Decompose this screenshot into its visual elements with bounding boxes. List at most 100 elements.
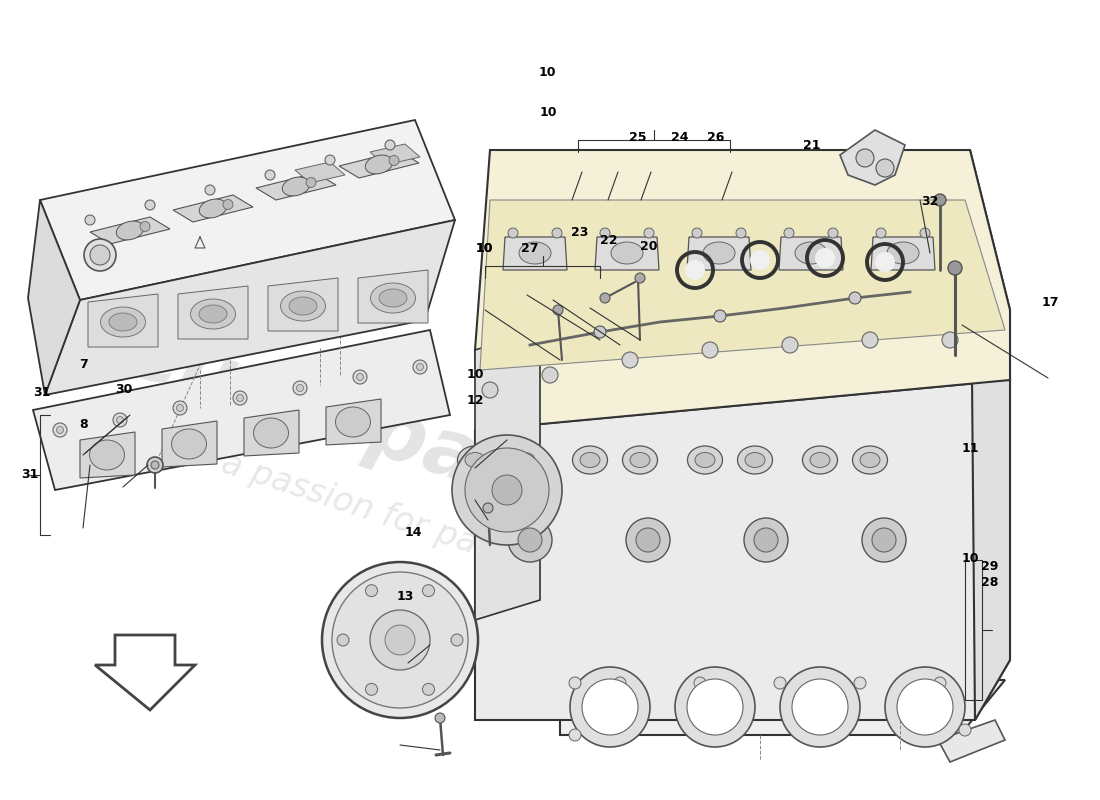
Text: 10: 10	[539, 66, 557, 78]
Circle shape	[854, 677, 866, 689]
Circle shape	[828, 228, 838, 238]
Polygon shape	[244, 410, 299, 456]
Text: 20: 20	[640, 240, 658, 253]
Circle shape	[886, 667, 965, 747]
Circle shape	[784, 228, 794, 238]
Text: 32: 32	[921, 195, 938, 208]
Text: 13: 13	[396, 590, 414, 602]
Polygon shape	[970, 150, 1010, 720]
Circle shape	[862, 332, 878, 348]
Text: 10: 10	[466, 368, 484, 381]
Ellipse shape	[109, 313, 138, 331]
Text: 24: 24	[671, 131, 689, 144]
Polygon shape	[503, 237, 566, 270]
Circle shape	[356, 374, 363, 381]
Circle shape	[750, 250, 770, 270]
Polygon shape	[173, 195, 253, 222]
Ellipse shape	[190, 299, 235, 329]
Ellipse shape	[89, 440, 124, 470]
Polygon shape	[80, 432, 135, 478]
Circle shape	[744, 518, 788, 562]
Circle shape	[205, 185, 214, 195]
Circle shape	[365, 585, 377, 597]
Ellipse shape	[172, 429, 207, 459]
Text: 8: 8	[79, 418, 88, 430]
Circle shape	[353, 370, 367, 384]
Circle shape	[942, 332, 958, 348]
Circle shape	[332, 572, 468, 708]
Circle shape	[815, 248, 835, 268]
Circle shape	[636, 528, 660, 552]
Circle shape	[337, 634, 349, 646]
Circle shape	[434, 713, 446, 723]
Text: 10: 10	[961, 552, 979, 565]
Ellipse shape	[199, 305, 227, 323]
Ellipse shape	[465, 453, 485, 467]
Ellipse shape	[745, 453, 764, 467]
Circle shape	[84, 239, 116, 271]
Polygon shape	[871, 237, 935, 270]
Circle shape	[874, 252, 895, 272]
Text: 30: 30	[116, 383, 133, 396]
Ellipse shape	[860, 453, 880, 467]
Circle shape	[53, 423, 67, 437]
Ellipse shape	[795, 242, 827, 264]
Polygon shape	[256, 173, 336, 200]
Circle shape	[714, 310, 726, 322]
Circle shape	[862, 518, 906, 562]
Text: a passion for parts: a passion for parts	[217, 446, 524, 574]
Circle shape	[422, 585, 435, 597]
Ellipse shape	[688, 446, 723, 474]
Ellipse shape	[199, 199, 227, 218]
Circle shape	[780, 667, 860, 747]
Ellipse shape	[623, 446, 658, 474]
Polygon shape	[358, 270, 428, 323]
Polygon shape	[90, 217, 170, 244]
Circle shape	[236, 394, 243, 402]
Circle shape	[85, 215, 95, 225]
Circle shape	[570, 667, 650, 747]
Circle shape	[90, 245, 110, 265]
Circle shape	[849, 292, 861, 304]
Polygon shape	[45, 220, 455, 395]
Circle shape	[626, 518, 670, 562]
Circle shape	[297, 385, 304, 391]
Polygon shape	[370, 144, 420, 165]
Text: 10: 10	[475, 242, 493, 254]
Polygon shape	[688, 237, 751, 270]
Circle shape	[872, 528, 896, 552]
Circle shape	[876, 159, 894, 177]
Ellipse shape	[280, 291, 326, 321]
Polygon shape	[95, 635, 195, 710]
Polygon shape	[33, 330, 450, 490]
Circle shape	[594, 326, 606, 338]
Ellipse shape	[289, 297, 317, 315]
Circle shape	[140, 222, 150, 231]
Polygon shape	[295, 162, 345, 183]
Circle shape	[176, 405, 184, 411]
Circle shape	[492, 475, 522, 505]
Polygon shape	[40, 120, 455, 300]
Ellipse shape	[803, 446, 837, 474]
Ellipse shape	[336, 407, 371, 437]
Circle shape	[508, 228, 518, 238]
Circle shape	[582, 679, 638, 735]
Circle shape	[518, 528, 542, 552]
Circle shape	[569, 677, 581, 689]
Ellipse shape	[519, 242, 551, 264]
Ellipse shape	[507, 446, 542, 474]
Circle shape	[322, 562, 478, 718]
Ellipse shape	[253, 418, 288, 448]
Text: 25: 25	[629, 131, 647, 144]
Ellipse shape	[887, 242, 918, 264]
Polygon shape	[162, 421, 217, 467]
Circle shape	[324, 155, 336, 165]
Circle shape	[876, 228, 886, 238]
Circle shape	[694, 677, 706, 689]
Polygon shape	[475, 330, 540, 620]
Circle shape	[856, 149, 875, 167]
Circle shape	[792, 679, 848, 735]
Text: 17: 17	[1042, 296, 1059, 309]
Polygon shape	[840, 130, 905, 185]
Circle shape	[389, 155, 399, 166]
